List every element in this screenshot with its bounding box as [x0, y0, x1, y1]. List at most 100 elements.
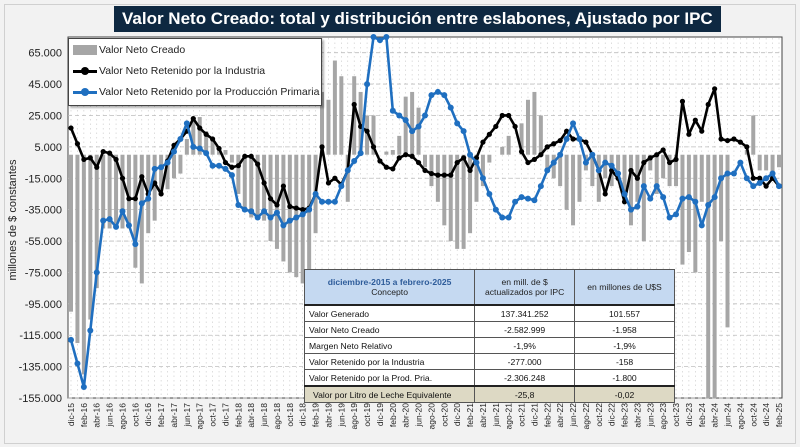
- bar: [204, 131, 209, 155]
- row-ars: -25,8: [474, 385, 576, 403]
- data-point: [538, 152, 544, 158]
- bar: [403, 96, 408, 155]
- x-tick-label: abr-18: [246, 403, 256, 428]
- data-point: [467, 151, 474, 158]
- x-tick-label: ago-16: [117, 403, 127, 430]
- bar: [525, 99, 530, 155]
- data-point: [164, 159, 171, 166]
- data-point: [531, 156, 538, 163]
- y-axis-label: millones de $ constantes: [7, 159, 19, 281]
- data-point: [602, 159, 609, 166]
- bar: [474, 154, 479, 202]
- data-point: [241, 206, 248, 213]
- data-point: [222, 159, 229, 166]
- bar: [564, 154, 569, 210]
- bar: [410, 91, 415, 155]
- x-tick-label: ago-24: [735, 403, 745, 430]
- bar: [81, 154, 86, 375]
- data-point: [480, 139, 486, 145]
- line-series-produccion-primaria: [68, 34, 782, 391]
- data-point: [158, 191, 164, 197]
- data-point: [377, 158, 383, 164]
- bar: [506, 135, 511, 155]
- bar: [571, 154, 576, 226]
- bar: [178, 154, 183, 174]
- data-point: [119, 208, 126, 215]
- data-point: [389, 107, 396, 114]
- bar: [152, 154, 157, 221]
- data-point: [370, 144, 377, 150]
- x-tick-label: abr-22: [555, 403, 565, 428]
- bar: [365, 115, 370, 155]
- data-point: [248, 153, 254, 159]
- data-point: [743, 175, 750, 182]
- row-concept: Valor Generado: [303, 304, 476, 322]
- data-point: [332, 175, 338, 181]
- x-tick-label: jun-19: [336, 403, 346, 428]
- data-point: [351, 157, 358, 164]
- data-point: [93, 269, 100, 276]
- x-tick-label: ago-18: [272, 403, 282, 430]
- y-tick-label: -115.000: [19, 330, 62, 342]
- data-point: [570, 136, 576, 142]
- bar: [429, 154, 434, 187]
- bar: [654, 154, 659, 194]
- data-point: [499, 214, 506, 221]
- legend-label: Valor Neto Creado: [99, 44, 186, 56]
- x-tick-label: abr-19: [323, 403, 333, 428]
- data-point: [627, 206, 634, 213]
- row-concept: Valor Retenido por la Prod. Pria.: [303, 369, 476, 387]
- data-point: [274, 202, 280, 208]
- data-point: [267, 214, 274, 221]
- data-point: [499, 112, 505, 119]
- data-point: [589, 151, 596, 158]
- data-point: [750, 183, 757, 190]
- data-point: [364, 81, 371, 88]
- data-point: [139, 174, 145, 180]
- x-tick-label: dic-24: [761, 403, 771, 426]
- data-point: [737, 139, 743, 145]
- x-tick-label: jun-16: [105, 403, 115, 428]
- legend-item-produccion-primaria: Valor Neto Retenido por la Producción Pr…: [73, 85, 319, 99]
- data-point: [255, 161, 261, 167]
- data-point: [145, 195, 152, 202]
- data-point: [621, 190, 628, 197]
- bar: [622, 154, 627, 194]
- data-point: [319, 198, 326, 205]
- data-point: [712, 86, 718, 92]
- bar: [667, 154, 672, 187]
- data-point: [679, 195, 686, 202]
- x-tick-label: abr-21: [478, 403, 488, 428]
- bar: [545, 154, 550, 171]
- bar: [448, 154, 453, 242]
- x-tick-label: ago-21: [504, 403, 514, 430]
- row-ars: -277.000: [474, 353, 576, 370]
- data-point: [229, 164, 235, 170]
- bar: [171, 154, 176, 179]
- data-point: [634, 203, 641, 210]
- bar: [133, 154, 138, 268]
- x-tick-label: abr-16: [92, 403, 102, 428]
- data-point: [113, 223, 120, 230]
- x-tick-label: feb-23: [620, 403, 630, 427]
- data-point: [602, 191, 608, 197]
- bar: [262, 154, 267, 221]
- data-point: [763, 175, 770, 182]
- bar: [712, 154, 717, 398]
- bar: [641, 154, 646, 242]
- bar: [480, 154, 485, 187]
- data-point: [338, 183, 345, 190]
- x-tick-label: dic-15: [66, 403, 76, 426]
- data-point: [493, 123, 499, 130]
- bar: [229, 154, 234, 163]
- data-point: [582, 159, 589, 166]
- data-point: [524, 195, 531, 202]
- bar: [661, 154, 666, 179]
- x-tick-label: oct-19: [362, 403, 372, 427]
- data-point: [551, 141, 557, 147]
- data-point: [152, 180, 158, 186]
- row-usd: -1,9%: [574, 337, 675, 354]
- data-point: [769, 170, 776, 177]
- bar: [197, 117, 202, 155]
- bar: [693, 154, 698, 273]
